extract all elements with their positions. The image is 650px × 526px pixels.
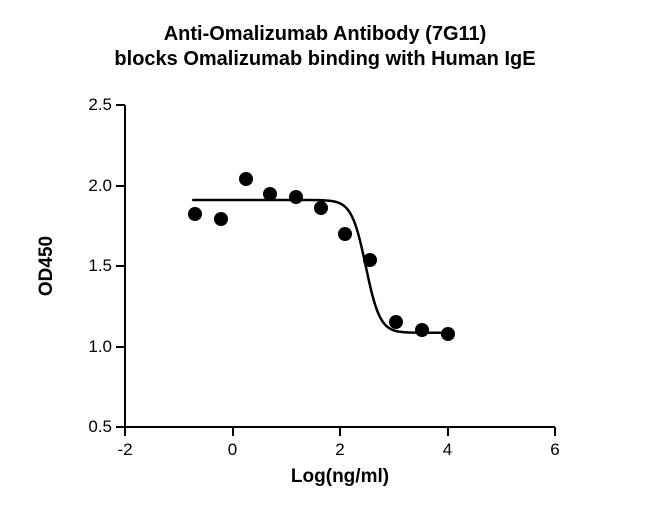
fit-curve-path	[192, 200, 450, 333]
y-tick-label: 1.5	[78, 256, 112, 276]
y-tick	[116, 185, 125, 187]
x-tick	[124, 427, 126, 436]
y-axis-label: OD450	[36, 236, 58, 296]
x-tick-label: 6	[550, 440, 559, 460]
chart-title: Anti-Omalizumab Antibody (7G11) blocks O…	[0, 22, 650, 72]
x-tick-label: 2	[335, 440, 344, 460]
data-point	[314, 201, 328, 215]
y-tick-label: 2.5	[78, 95, 112, 115]
data-point	[289, 190, 303, 204]
title-line-1: Anti-Omalizumab Antibody (7G11)	[0, 22, 650, 47]
x-tick	[339, 427, 341, 436]
plot-area	[125, 105, 555, 427]
x-axis-label: Log(ng/ml)	[291, 466, 389, 488]
title-line-2: blocks Omalizumab binding with Human IgE	[0, 47, 650, 72]
y-tick-label: 0.5	[78, 417, 112, 437]
y-tick	[116, 346, 125, 348]
y-tick	[116, 426, 125, 428]
data-point	[389, 315, 403, 329]
x-tick-label: 0	[228, 440, 237, 460]
y-tick	[116, 104, 125, 106]
chart-container: Anti-Omalizumab Antibody (7G11) blocks O…	[0, 0, 650, 526]
fit-curve	[125, 105, 555, 427]
x-tick-label: -2	[117, 440, 132, 460]
x-tick	[232, 427, 234, 436]
data-point	[415, 323, 429, 337]
x-tick	[447, 427, 449, 436]
x-tick	[554, 427, 556, 436]
y-tick	[116, 265, 125, 267]
data-point	[188, 207, 202, 221]
data-point	[441, 327, 455, 341]
data-point	[338, 227, 352, 241]
y-tick-label: 2.0	[78, 176, 112, 196]
data-point	[214, 212, 228, 226]
data-point	[263, 187, 277, 201]
x-tick-label: 4	[443, 440, 452, 460]
data-point	[363, 253, 377, 267]
data-point	[239, 172, 253, 186]
y-tick-label: 1.0	[78, 337, 112, 357]
